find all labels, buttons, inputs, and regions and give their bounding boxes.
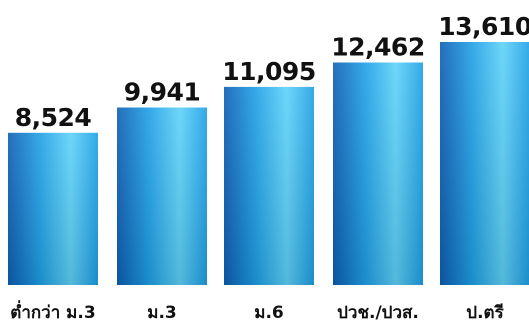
- value-label-1: 9,941: [124, 78, 201, 107]
- value-label-2: 11,095: [222, 57, 315, 86]
- value-labels-group: 8,524 9,941 11,095 12,462 13,610: [15, 12, 529, 132]
- bar-shade-2: [224, 86, 314, 285]
- category-labels-group: ต่ำกว่า ม.3 ม.3 ม.6 ปวช./ปวส. ป.ตรี: [10, 300, 504, 323]
- category-label-4: ป.ตรี: [466, 302, 504, 323]
- category-label-2: ม.6: [254, 303, 284, 323]
- category-label-0: ต่ำกว่า ม.3: [10, 300, 95, 323]
- bar-shade-3: [333, 62, 423, 286]
- category-label-1: ม.3: [147, 303, 177, 323]
- bar-shade-0: [8, 132, 98, 285]
- category-label-3: ปวช./ปวส.: [337, 303, 419, 323]
- bar-shade-1: [117, 107, 207, 285]
- value-label-3: 12,462: [331, 32, 424, 61]
- value-label-4: 13,610: [438, 12, 529, 41]
- bar-shade-4: [440, 42, 529, 285]
- bars-group: [8, 42, 529, 286]
- value-label-0: 8,524: [15, 103, 92, 132]
